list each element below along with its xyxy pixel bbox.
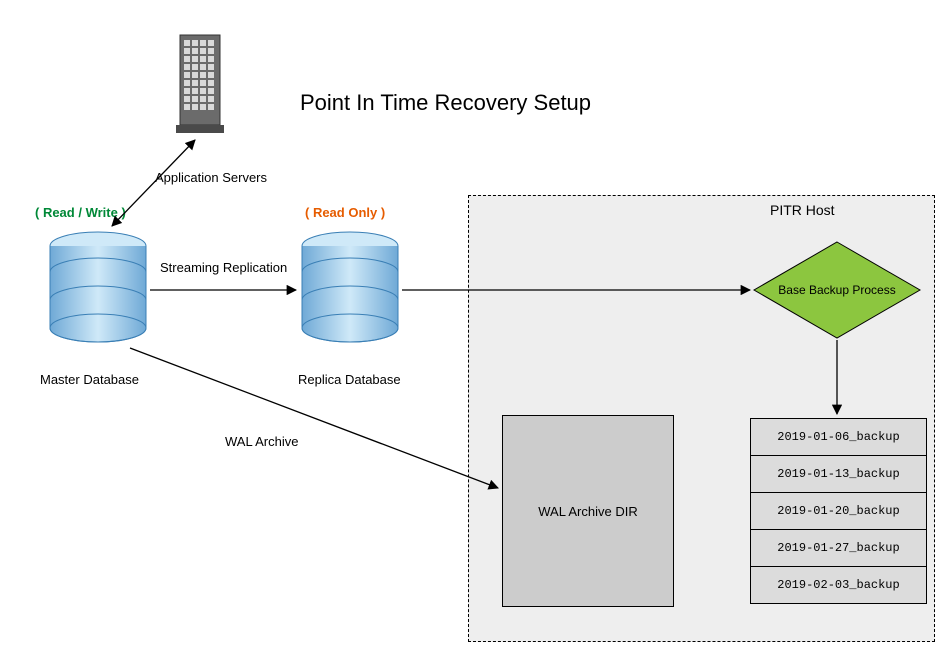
master-db-label: Master Database [40, 372, 139, 387]
backup-label: 2019-01-06_backup [777, 430, 899, 444]
wal-label: WAL Archive [225, 434, 298, 449]
diagram-title: Point In Time Recovery Setup [300, 90, 591, 116]
replica-db-icon [300, 230, 400, 350]
streaming-label: Streaming Replication [160, 260, 287, 275]
server-icon [170, 30, 230, 140]
wal-archive-dir: WAL Archive DIR [502, 415, 674, 607]
backup-label: 2019-02-03_backup [777, 578, 899, 592]
backup-label: 2019-01-27_backup [777, 541, 899, 555]
replica-db-label: Replica Database [298, 372, 401, 387]
backup-label: 2019-01-20_backup [777, 504, 899, 518]
master-db-icon [48, 230, 148, 350]
app-servers-label: Application Servers [155, 170, 267, 185]
backup-label: 2019-01-13_backup [777, 467, 899, 481]
backup-row: 2019-02-03_backup [750, 566, 927, 604]
master-mode-label: ( Read / Write ) [35, 205, 126, 220]
backup-row: 2019-01-20_backup [750, 492, 927, 530]
wal-archive-dir-label: WAL Archive DIR [538, 504, 637, 519]
backup-row: 2019-01-06_backup [750, 418, 927, 456]
replica-mode-label: ( Read Only ) [305, 205, 385, 220]
backup-row: 2019-01-27_backup [750, 529, 927, 567]
backup-row: 2019-01-13_backup [750, 455, 927, 493]
pitr-host-title: PITR Host [770, 202, 835, 218]
base-backup-process: Base Backup Process [752, 240, 922, 340]
base-backup-process-label: Base Backup Process [778, 283, 895, 297]
diagram-canvas: Point In Time Recovery Setup Application… [0, 0, 951, 651]
